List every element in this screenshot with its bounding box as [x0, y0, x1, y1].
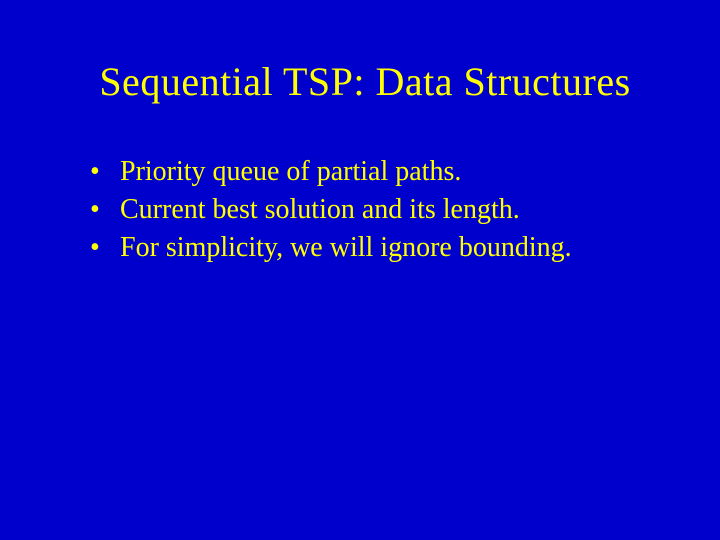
bullet-item: For simplicity, we will ignore bounding. — [90, 229, 660, 267]
bullet-item: Priority queue of partial paths. — [90, 153, 660, 191]
bullet-item: Current best solution and its length. — [90, 191, 660, 229]
bullet-list: Priority queue of partial paths. Current… — [70, 153, 660, 266]
slide-title: Sequential TSP: Data Structures — [70, 58, 660, 105]
